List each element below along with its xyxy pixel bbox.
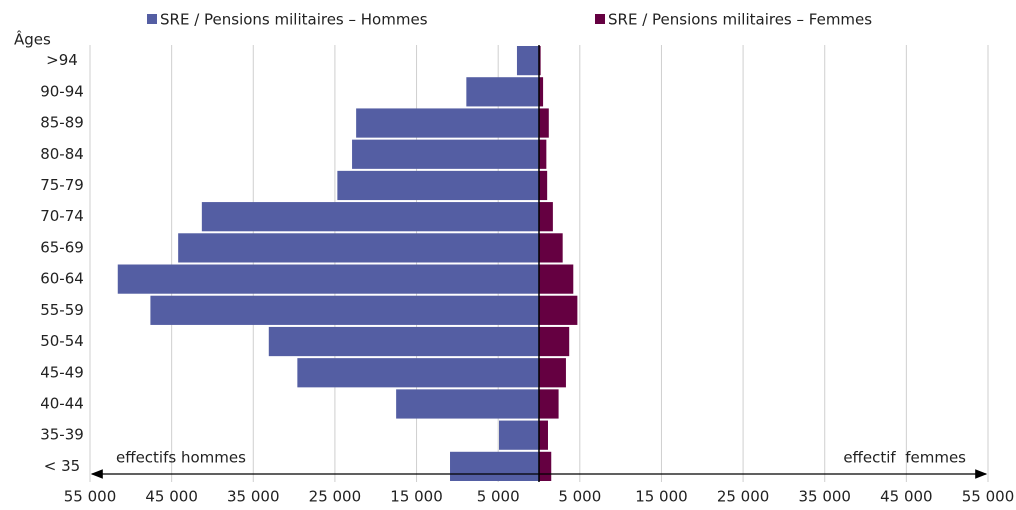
y-tick-label: < 35 (44, 457, 80, 475)
y-tick-label: 80-84 (40, 145, 84, 163)
bar (539, 451, 552, 481)
y-tick-label: 60-64 (40, 270, 84, 288)
y-tick-label: 45-49 (40, 363, 84, 381)
bar (268, 326, 539, 357)
bar (297, 358, 539, 388)
bar (178, 233, 539, 263)
bar (539, 295, 578, 325)
bar (466, 77, 539, 107)
y-tick-label: 70-74 (40, 207, 84, 225)
bar (201, 202, 540, 232)
y-tick-label: 55-59 (40, 301, 84, 319)
bar (539, 46, 541, 76)
x-tick-label: 35 000 (798, 488, 851, 506)
legend-label: SRE / Pensions militaires – Femmes (608, 11, 872, 29)
bar (539, 264, 574, 294)
x-tick-label: 15 000 (390, 488, 443, 506)
bar (337, 170, 539, 201)
x-tick-label: 45 000 (145, 488, 198, 506)
x-tick-label: 55 000 (64, 488, 117, 506)
bar (498, 420, 539, 450)
bar (539, 77, 544, 107)
legend-label: SRE / Pensions militaires – Hommes (160, 11, 428, 29)
x-tick-label: 45 000 (880, 488, 933, 506)
y-tick-label: 65-69 (40, 238, 84, 256)
bar (450, 451, 539, 481)
bar (516, 46, 539, 76)
bar (539, 108, 549, 138)
bar (150, 295, 540, 325)
bar (396, 389, 539, 419)
bar (356, 108, 539, 138)
bar (539, 389, 559, 419)
y-tick-label: 35-39 (40, 426, 84, 444)
y-tick-label: 40-44 (40, 394, 84, 412)
x-tick-label: 25 000 (309, 488, 362, 506)
x-tick-label: 25 000 (717, 488, 770, 506)
y-tick-label: >94 (46, 51, 78, 69)
bar (117, 264, 540, 294)
y-tick-label: 75-79 (40, 176, 84, 194)
bar (539, 420, 548, 450)
x-tick-label: 35 000 (227, 488, 280, 506)
y-tick-label: 85-89 (40, 114, 84, 132)
annotation: effectifs hommes (116, 449, 246, 467)
bar (539, 139, 547, 169)
bar (539, 233, 563, 263)
x-tick-label: 15 000 (635, 488, 688, 506)
y-tick-label: 90-94 (40, 82, 84, 100)
x-tick-label: 55 000 (962, 488, 1015, 506)
x-tick-label: 5 000 (477, 488, 520, 506)
x-tick-label: 5 000 (558, 488, 601, 506)
annotation: effectif femmes (843, 449, 966, 467)
legend-swatch (595, 14, 605, 24)
legend-swatch (147, 14, 157, 24)
bar (539, 358, 566, 388)
bar (352, 139, 539, 169)
y-tick-label: 50-54 (40, 332, 84, 350)
bar (539, 202, 553, 232)
y-axis-label: Âges (14, 30, 51, 49)
bar (539, 326, 570, 357)
bar (539, 170, 548, 201)
